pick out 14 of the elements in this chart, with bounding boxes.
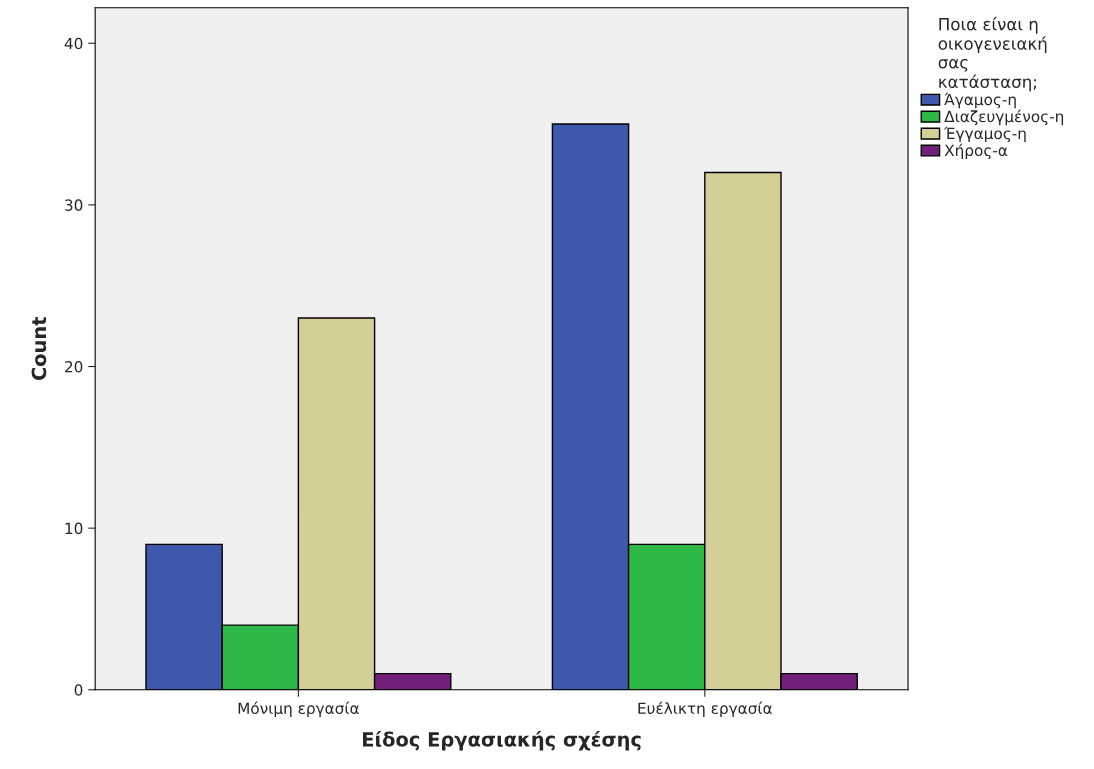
y-tick-label: 0 [74, 684, 83, 696]
legend-label: Χήρος-α [944, 143, 1008, 160]
y-tick-label: 10 [65, 522, 83, 535]
y-axis-title: Count [31, 316, 47, 381]
y-tick-label: 30 [65, 199, 83, 211]
y-tick-label: 20 [65, 360, 83, 373]
legend-title: Ποια είναι η οικογενειακή σας κατάσταση; [938, 16, 1047, 92]
x-axis-title: Είδος Εργασιακής σχέσης [363, 730, 641, 751]
legend-label: Διαζευγμένος-η [944, 109, 1064, 126]
legend-label: Έγγαμος-η [943, 126, 1026, 143]
y-tick-label: 40 [64, 37, 83, 50]
x-tick-label: Μόνιμη εργασία [238, 701, 359, 717]
legend-label: Άγαμος-η [944, 92, 1016, 109]
x-tick-label: Ευέλικτη εργασία [638, 701, 772, 717]
